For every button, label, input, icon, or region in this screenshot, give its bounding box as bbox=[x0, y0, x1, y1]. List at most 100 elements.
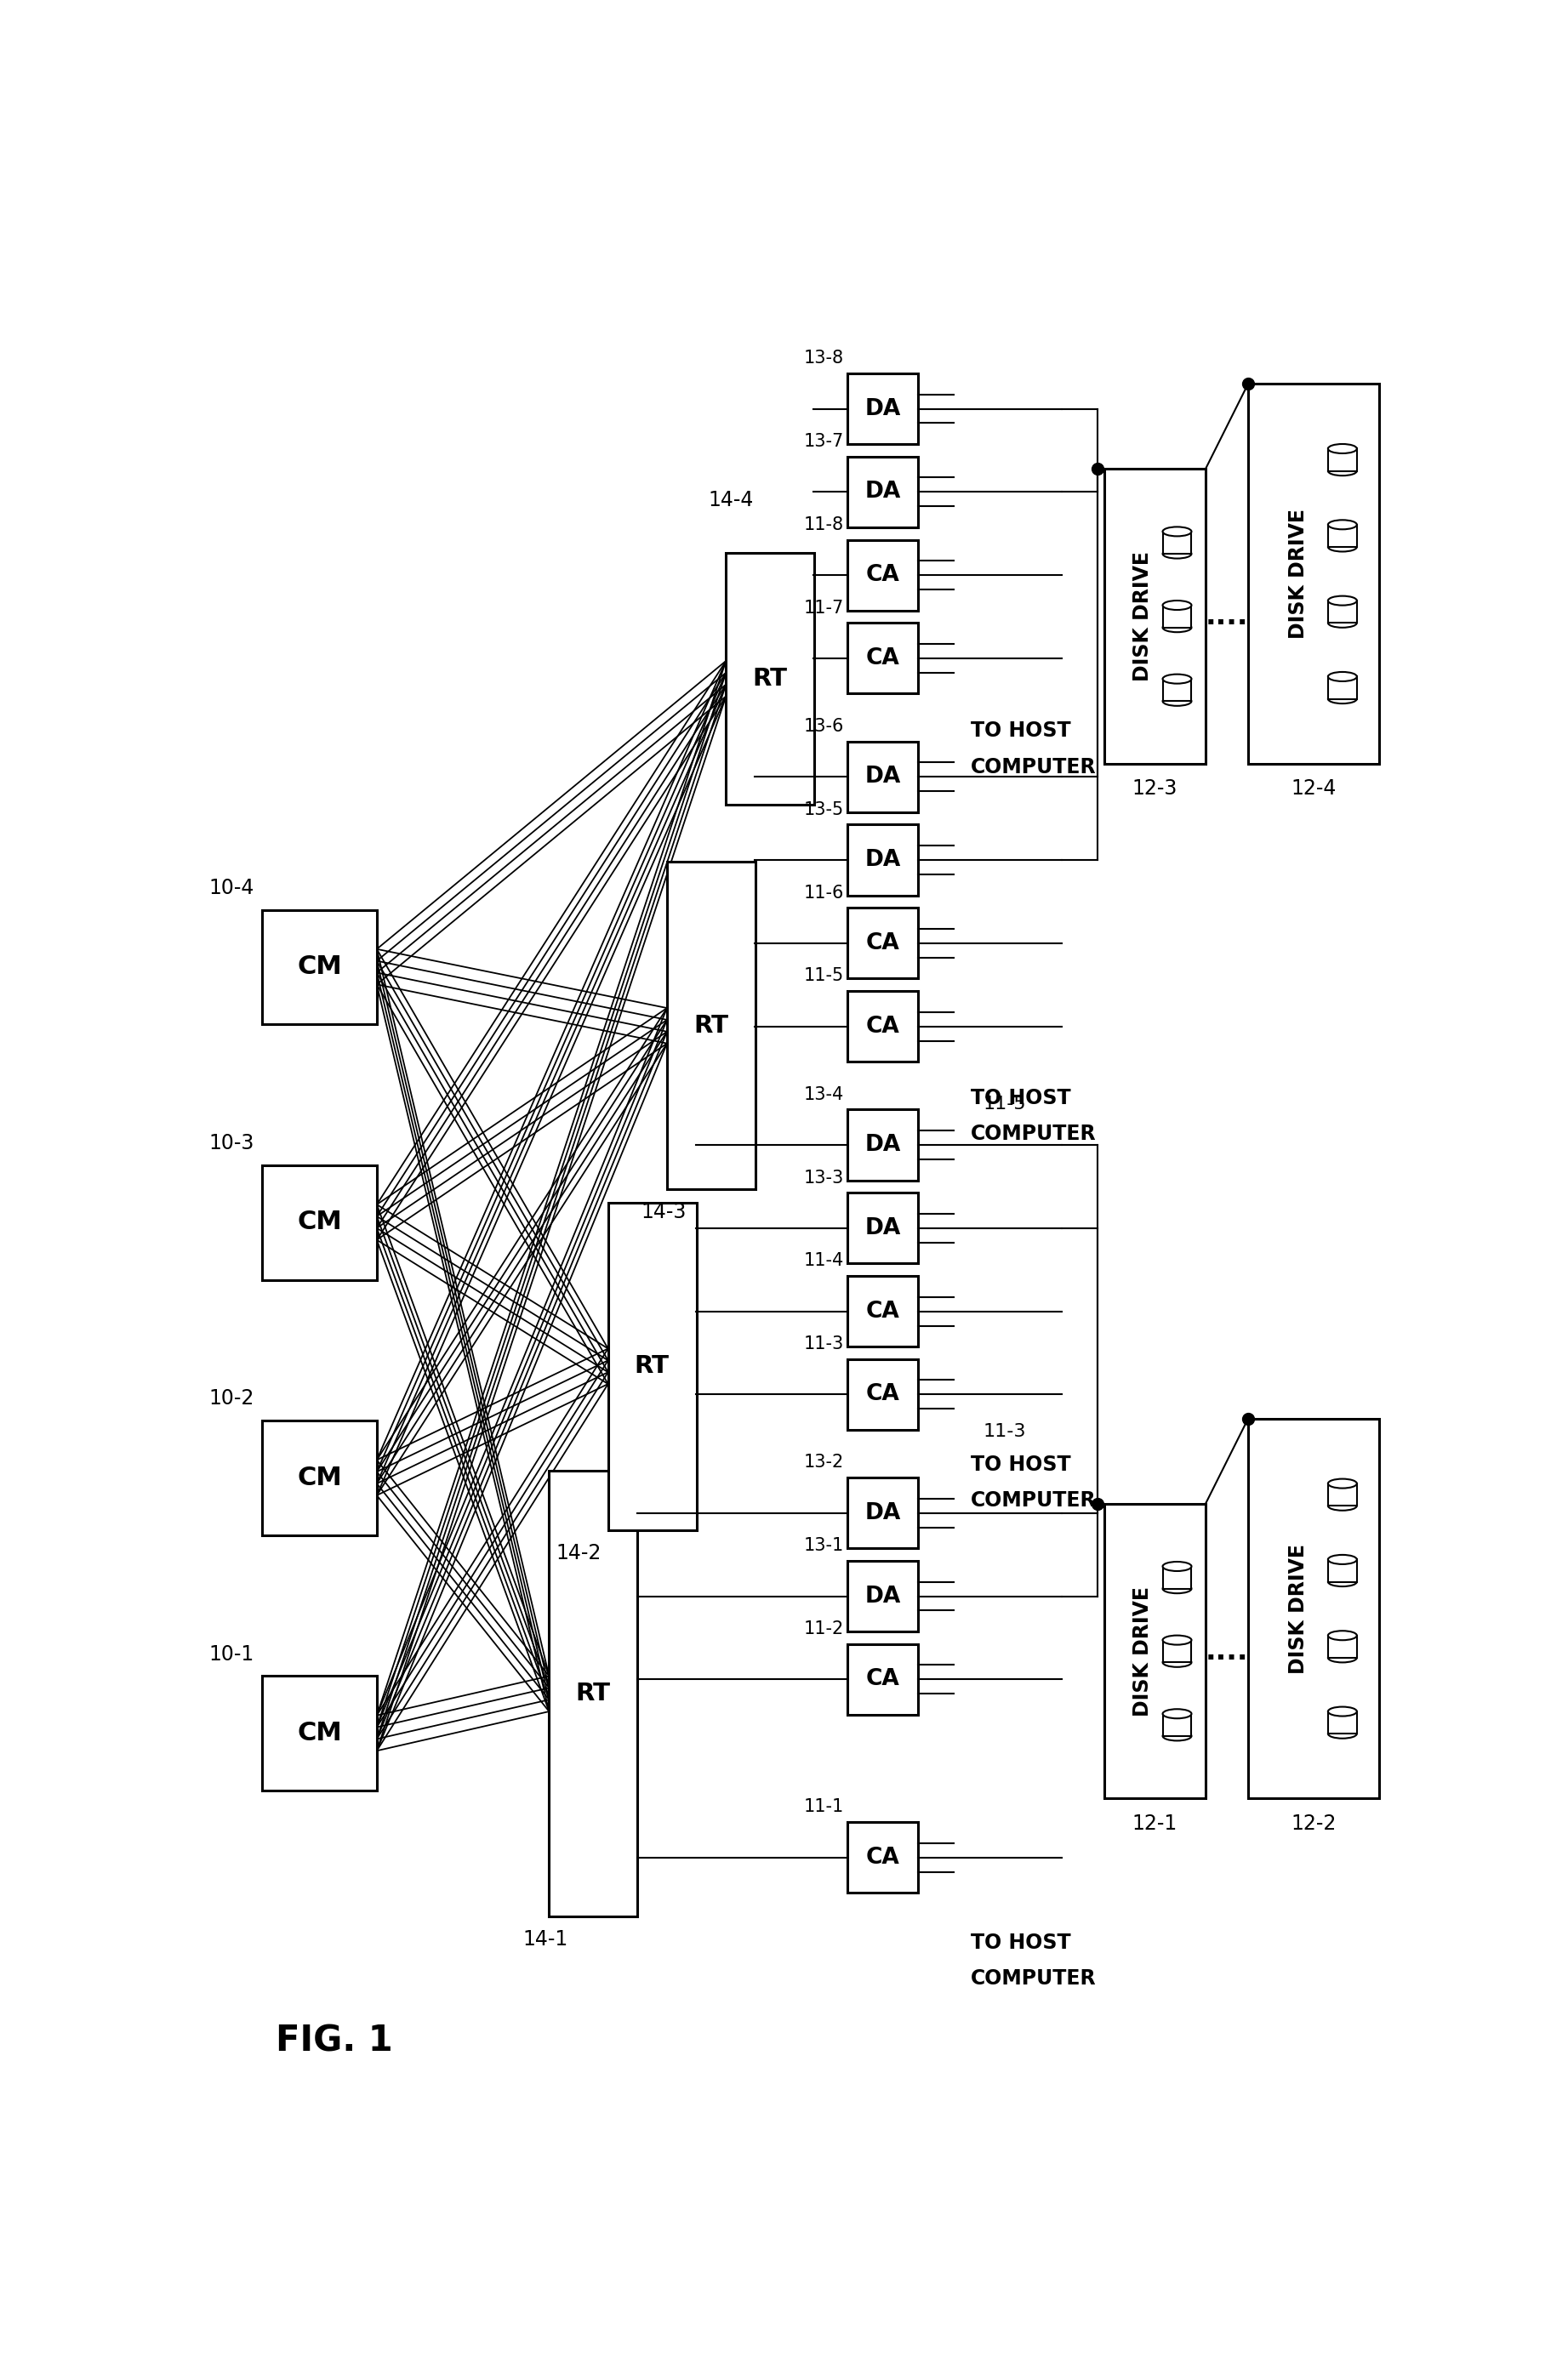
Ellipse shape bbox=[1328, 695, 1356, 704]
Bar bbox=[847, 1645, 917, 1714]
Ellipse shape bbox=[1328, 466, 1356, 476]
Bar bbox=[726, 552, 814, 804]
Ellipse shape bbox=[1328, 671, 1356, 681]
Text: CM: CM bbox=[296, 1721, 342, 1745]
Text: 10-1: 10-1 bbox=[209, 1645, 254, 1664]
Text: COMPUTER: COMPUTER bbox=[971, 1968, 1096, 1990]
Bar bbox=[1248, 1418, 1380, 1799]
Bar bbox=[1328, 524, 1356, 547]
Bar bbox=[1104, 469, 1206, 764]
Text: CA: CA bbox=[866, 564, 900, 585]
Text: 11-3: 11-3 bbox=[983, 1423, 1027, 1440]
Bar bbox=[608, 1202, 696, 1530]
Ellipse shape bbox=[1162, 1585, 1192, 1592]
Text: CA: CA bbox=[866, 1847, 900, 1868]
Text: 14-4: 14-4 bbox=[707, 490, 753, 512]
Text: CA: CA bbox=[866, 647, 900, 669]
Bar bbox=[847, 1109, 917, 1180]
Bar bbox=[1328, 1483, 1356, 1507]
Text: 11-4: 11-4 bbox=[804, 1252, 844, 1269]
Bar bbox=[262, 1676, 376, 1790]
Text: DISK DRIVE: DISK DRIVE bbox=[1287, 509, 1308, 638]
Text: COMPUTER: COMPUTER bbox=[971, 1490, 1096, 1511]
Bar bbox=[847, 540, 917, 609]
Ellipse shape bbox=[1162, 697, 1192, 707]
Text: DA: DA bbox=[864, 1502, 900, 1523]
Text: FIG. 1: FIG. 1 bbox=[276, 2023, 392, 2059]
Ellipse shape bbox=[1162, 624, 1192, 633]
Text: 11-3: 11-3 bbox=[804, 1335, 844, 1352]
Ellipse shape bbox=[1328, 1728, 1356, 1737]
Text: TO HOST: TO HOST bbox=[971, 721, 1071, 740]
Text: 13-7: 13-7 bbox=[804, 433, 844, 450]
Text: RT: RT bbox=[753, 666, 787, 690]
Ellipse shape bbox=[1328, 543, 1356, 552]
Text: 12-2: 12-2 bbox=[1290, 1814, 1336, 1833]
Bar bbox=[262, 1166, 376, 1280]
Bar bbox=[1162, 1640, 1192, 1661]
Bar bbox=[847, 624, 917, 693]
Text: CM: CM bbox=[296, 1466, 342, 1490]
Text: 13-8: 13-8 bbox=[804, 350, 844, 367]
Bar bbox=[262, 1421, 376, 1535]
Text: TO HOST: TO HOST bbox=[971, 1933, 1071, 1954]
Ellipse shape bbox=[1162, 1709, 1192, 1718]
Ellipse shape bbox=[1328, 445, 1356, 452]
Text: DA: DA bbox=[864, 1216, 900, 1240]
Text: 12-4: 12-4 bbox=[1290, 778, 1336, 800]
Bar bbox=[847, 374, 917, 445]
Ellipse shape bbox=[1328, 1554, 1356, 1564]
Bar bbox=[1162, 605, 1192, 628]
Bar bbox=[1248, 383, 1380, 764]
Text: DISK DRIVE: DISK DRIVE bbox=[1132, 1585, 1152, 1716]
Text: 13-2: 13-2 bbox=[804, 1454, 844, 1471]
Text: 13-4: 13-4 bbox=[804, 1085, 844, 1102]
Bar bbox=[666, 862, 756, 1190]
Text: COMPUTER: COMPUTER bbox=[971, 757, 1096, 778]
Text: ....: .... bbox=[1206, 1637, 1248, 1666]
Bar bbox=[847, 743, 917, 812]
Text: RT: RT bbox=[635, 1354, 670, 1378]
Text: 11-6: 11-6 bbox=[803, 885, 844, 902]
Text: 11-5: 11-5 bbox=[983, 1095, 1027, 1114]
Ellipse shape bbox=[1162, 674, 1192, 683]
Bar bbox=[847, 823, 917, 895]
Text: CM: CM bbox=[296, 1209, 342, 1235]
Text: 12-1: 12-1 bbox=[1132, 1814, 1178, 1833]
Bar bbox=[1162, 531, 1192, 555]
Bar bbox=[262, 909, 376, 1023]
Bar bbox=[847, 1276, 917, 1347]
Text: CA: CA bbox=[866, 1668, 900, 1690]
Bar bbox=[847, 1192, 917, 1264]
Text: 11-1: 11-1 bbox=[804, 1799, 844, 1816]
Text: CM: CM bbox=[296, 954, 342, 978]
Text: DISK DRIVE: DISK DRIVE bbox=[1132, 552, 1152, 681]
Ellipse shape bbox=[1328, 519, 1356, 528]
Ellipse shape bbox=[1328, 1706, 1356, 1716]
Text: 11-2: 11-2 bbox=[804, 1621, 844, 1637]
Text: 14-1: 14-1 bbox=[524, 1930, 569, 1949]
Text: COMPUTER: COMPUTER bbox=[971, 1123, 1096, 1145]
Bar bbox=[847, 457, 917, 528]
Bar bbox=[1162, 678, 1192, 702]
Ellipse shape bbox=[1328, 1630, 1356, 1640]
Bar bbox=[847, 1823, 917, 1892]
Ellipse shape bbox=[1162, 1635, 1192, 1645]
Ellipse shape bbox=[1162, 1561, 1192, 1571]
Text: 11-7: 11-7 bbox=[804, 600, 844, 616]
Ellipse shape bbox=[1162, 1730, 1192, 1740]
Ellipse shape bbox=[1328, 1478, 1356, 1488]
Ellipse shape bbox=[1328, 1654, 1356, 1664]
Text: DA: DA bbox=[864, 397, 900, 419]
Text: DA: DA bbox=[864, 1585, 900, 1606]
Ellipse shape bbox=[1162, 526, 1192, 536]
Ellipse shape bbox=[1328, 1578, 1356, 1587]
Text: 13-1: 13-1 bbox=[804, 1537, 844, 1554]
Text: 12-3: 12-3 bbox=[1132, 778, 1178, 800]
Text: 11-8: 11-8 bbox=[804, 516, 844, 533]
Text: 13-3: 13-3 bbox=[804, 1169, 844, 1185]
Text: DISK DRIVE: DISK DRIVE bbox=[1287, 1545, 1308, 1673]
Text: RT: RT bbox=[575, 1683, 610, 1706]
Bar bbox=[1328, 450, 1356, 471]
Text: 10-2: 10-2 bbox=[209, 1388, 254, 1409]
